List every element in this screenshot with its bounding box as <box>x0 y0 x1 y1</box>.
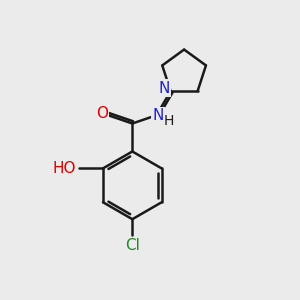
Text: O: O <box>96 106 108 121</box>
Text: H: H <box>164 114 174 128</box>
Text: Cl: Cl <box>125 238 140 253</box>
Text: HO: HO <box>52 161 76 176</box>
Text: N: N <box>152 108 164 123</box>
Text: N: N <box>158 81 170 96</box>
